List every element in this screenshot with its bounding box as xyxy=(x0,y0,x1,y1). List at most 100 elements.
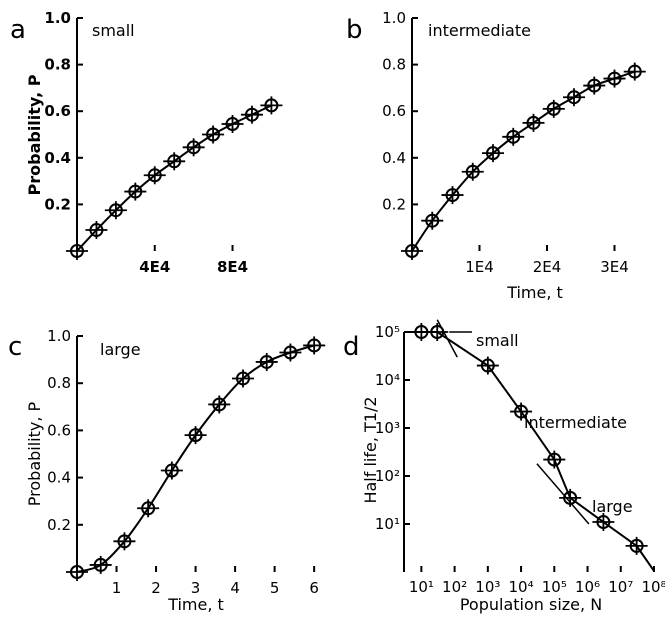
annotation-large-d: large xyxy=(592,497,633,516)
panel-c: c large Probability, P 0.2 0.4 0.6 0.8 1.0 1… xyxy=(8,327,326,614)
x-tick-label-c-2: 3 xyxy=(191,579,201,597)
data-point-a-0 xyxy=(66,242,88,260)
data-point-d-4 xyxy=(543,450,566,469)
annotation-large-c: large xyxy=(100,340,141,359)
data-point-a-9 xyxy=(240,105,263,124)
data-point-c-7 xyxy=(232,369,254,388)
data-point-d-6 xyxy=(592,513,615,532)
y-tick-label-b-1: 0.4 xyxy=(382,149,406,167)
data-point-b-9 xyxy=(583,76,606,95)
y-tick-label-b-0: 0.2 xyxy=(382,195,406,213)
x-tick-label-d-3: 10⁴ xyxy=(509,578,534,596)
fit-curve-b xyxy=(411,70,636,252)
y-tick-label-a-2: 0.6 xyxy=(44,102,71,120)
markers-c xyxy=(66,336,326,581)
x-tick-label-d-5: 10⁶ xyxy=(575,578,600,596)
y-tick-label-a-1: 0.4 xyxy=(44,149,71,167)
y-ticks-d: 10¹ 10² 10³ 10⁴ 10⁵ xyxy=(375,323,410,533)
y-tick-label-c-2: 0.6 xyxy=(47,421,71,439)
data-point-a-10 xyxy=(260,96,283,115)
x-tick-label-d-2: 10³ xyxy=(475,578,500,596)
x-tick-label-c-1: 2 xyxy=(151,579,161,597)
data-point-b-6 xyxy=(522,113,545,132)
x-tick-label-c-3: 4 xyxy=(230,579,240,597)
data-point-c-0 xyxy=(66,563,88,581)
data-point-a-5 xyxy=(163,152,186,171)
data-point-d-2 xyxy=(476,356,499,375)
y-tick-label-d-2: 10³ xyxy=(375,419,400,437)
data-point-b-0 xyxy=(401,242,423,260)
data-point-a-4 xyxy=(143,166,166,185)
y-tick-label-a-4: 1.0 xyxy=(44,9,71,27)
x-tick-label-a-1: 8E4 xyxy=(217,258,248,276)
y-axis-label-a: Probability, P xyxy=(25,74,44,195)
y-tick-label-c-1: 0.4 xyxy=(47,469,71,487)
x-axis-label-c: Time, t xyxy=(167,595,224,614)
x-tick-label-d-4: 10⁵ xyxy=(542,578,567,596)
y-tick-label-d-0: 10¹ xyxy=(375,515,400,533)
x-tick-label-b-2: 3E4 xyxy=(600,258,629,276)
x-tick-label-d-0: 10¹ xyxy=(409,578,434,596)
data-point-d-7 xyxy=(625,536,648,555)
regime-lines-d xyxy=(404,319,655,572)
y-tick-label-b-4: 1.0 xyxy=(382,9,406,27)
data-point-c-6 xyxy=(208,395,231,414)
y-tick-label-c-4: 1.0 xyxy=(47,327,71,345)
x-ticks-a: 4E4 8E4 xyxy=(139,245,248,276)
y-tick-label-b-3: 0.8 xyxy=(382,56,406,74)
x-ticks-d: 10¹ 10² 10³ 10⁴ 10⁵ 10⁶ 10⁷ 10⁸ xyxy=(409,566,665,596)
panel-b: b intermediate 0.2 0.4 0.6 0.8 1.0 1E4 2E4 3E4… xyxy=(346,9,646,302)
x-axis-label-d: Population size, N xyxy=(460,595,602,614)
data-point-b-5 xyxy=(502,127,525,146)
data-point-c-4 xyxy=(160,461,183,480)
data-point-a-1 xyxy=(85,221,108,240)
x-ticks-c: 1 2 3 4 5 6 xyxy=(112,566,319,597)
data-point-b-4 xyxy=(482,144,504,163)
y-ticks-b: 0.2 0.4 0.6 0.8 1.0 xyxy=(382,9,418,213)
guide-line-large xyxy=(536,463,590,525)
x-tick-label-b-0: 1E4 xyxy=(465,258,494,276)
data-point-a-8 xyxy=(221,115,244,134)
data-point-b-2 xyxy=(441,186,464,205)
markers-a xyxy=(66,96,283,260)
annotation-intermediate-b: intermediate xyxy=(428,21,531,40)
y-axis-label-d: Half life, T1/2 xyxy=(361,396,380,503)
y-ticks-a: 0.2 0.4 0.6 0.8 1.0 xyxy=(44,9,83,213)
data-point-a-7 xyxy=(202,125,225,144)
y-tick-label-a-0: 0.2 xyxy=(44,195,71,213)
data-point-b-10 xyxy=(603,69,626,88)
markers-d xyxy=(410,323,648,555)
data-point-c-5 xyxy=(184,426,207,445)
data-point-c-2 xyxy=(113,532,136,551)
panel-d: d Half life, T1/2 10¹ 10² 10³ 10⁴ 10⁵ 10¹ 10²… xyxy=(343,319,665,614)
panel-label-b: b xyxy=(346,15,363,45)
data-point-b-7 xyxy=(542,99,565,118)
y-ticks-c: 0.2 0.4 0.6 0.8 1.0 xyxy=(47,327,83,534)
data-point-a-2 xyxy=(104,201,127,220)
data-point-d-1 xyxy=(426,323,449,341)
data-point-d-5 xyxy=(559,488,582,507)
data-point-c-3 xyxy=(137,499,160,518)
data-point-b-3 xyxy=(461,162,484,181)
markers-b xyxy=(401,62,646,260)
fit-line-d xyxy=(404,331,655,572)
panel-a: a small Probability, P 0.2 0.4 0.6 0.8 1.0 4… xyxy=(10,9,283,276)
y-tick-label-d-3: 10⁴ xyxy=(375,371,400,389)
data-point-c-9 xyxy=(279,343,302,362)
data-point-b-8 xyxy=(563,88,585,107)
x-axis-label-b: Time, t xyxy=(506,283,563,302)
x-ticks-b: 1E4 2E4 3E4 xyxy=(465,245,629,276)
annotation-small-a: small xyxy=(92,21,135,40)
annotation-small-d: small xyxy=(476,331,519,350)
x-tick-label-d-7: 10⁸ xyxy=(641,578,665,596)
data-point-d-3 xyxy=(510,402,533,421)
annotation-intermediate-d: intermediate xyxy=(524,413,627,432)
y-tick-label-b-2: 0.6 xyxy=(382,102,406,120)
fit-curve-c xyxy=(76,344,315,573)
y-tick-label-a-3: 0.8 xyxy=(44,56,71,74)
panel-label-d: d xyxy=(343,332,360,362)
x-tick-label-c-5: 6 xyxy=(309,579,319,597)
data-point-c-10 xyxy=(303,336,326,355)
y-tick-label-c-3: 0.8 xyxy=(47,374,71,392)
